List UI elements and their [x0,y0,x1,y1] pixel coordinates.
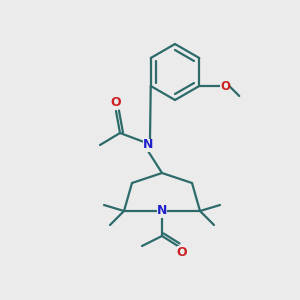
Text: N: N [157,205,167,218]
Text: O: O [177,245,187,259]
Text: O: O [111,95,121,109]
Text: N: N [143,139,153,152]
Text: O: O [220,80,230,92]
